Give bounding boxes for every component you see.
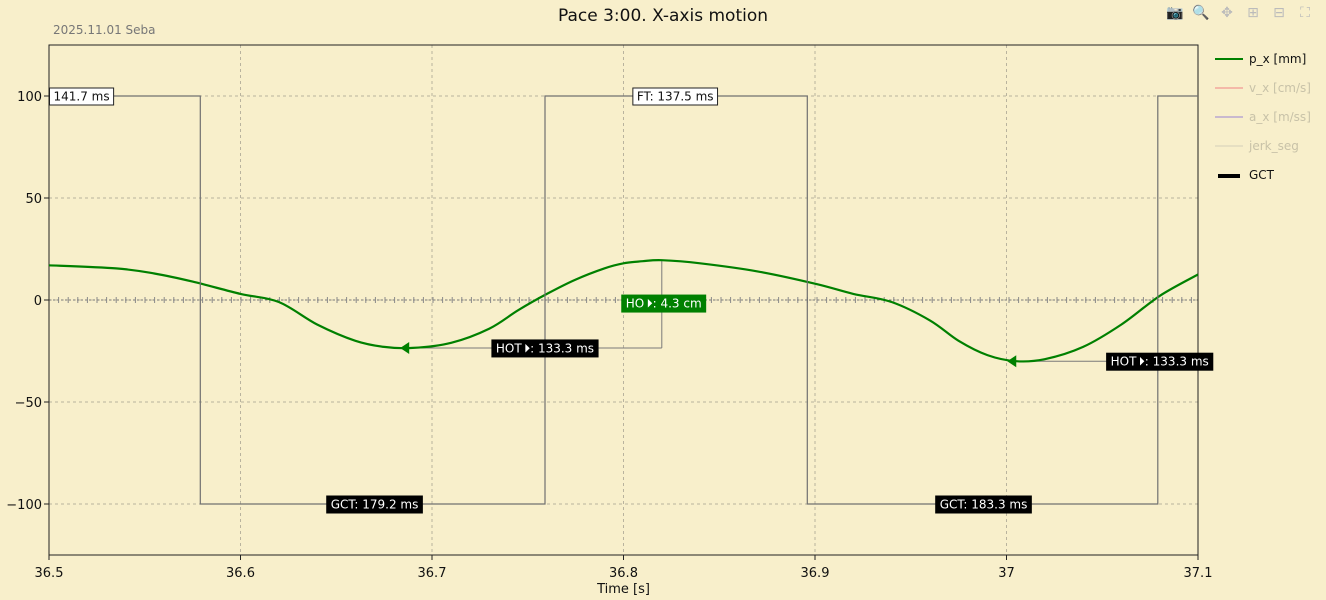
legend-swatch [1215, 145, 1243, 147]
legend-item[interactable]: GCT [1208, 166, 1326, 195]
camera-icon[interactable]: 📷 [1166, 5, 1184, 21]
annotation-box [632, 87, 719, 106]
annotation-text: GCT: 183.3 ms [940, 498, 1028, 512]
annotation-label: 141.7 ms [49, 87, 115, 106]
annotation-box [935, 495, 1032, 514]
px-series-line [49, 259, 1198, 363]
autoscale-icon[interactable]: ⛶ [1300, 5, 1310, 21]
annotation-label: HO ⏵: 4.3 cm [621, 294, 707, 313]
annotation-label: GCT: 179.2 ms [326, 495, 423, 514]
legend-swatch [1215, 116, 1243, 118]
x-tick-label: 37 [998, 566, 1015, 581]
annotation-box [326, 495, 423, 514]
x-axis-label: Time [s] [596, 582, 650, 597]
modebar: 📷 🔍 ✥ ⊞ ⊟ ⛶ [1166, 4, 1314, 22]
pan-icon[interactable]: ✥ [1221, 5, 1233, 21]
legend-label: v_x [cm/s] [1249, 81, 1311, 95]
legend-label: p_x [mm] [1249, 52, 1307, 66]
y-tick-label: −50 [15, 396, 42, 411]
annotation-text: HOT ⏵: 133.3 ms [496, 341, 594, 355]
legend-item[interactable]: p_x [mm] [1208, 50, 1326, 79]
y-tick-label: −100 [6, 498, 42, 513]
x-tick-label: 36.8 [609, 566, 638, 581]
legend-label: a_x [m/ss] [1249, 110, 1311, 124]
annotation-label: HOT ⏵: 133.3 ms [1106, 352, 1214, 371]
x-tick-label: 36.6 [226, 566, 255, 581]
hot-marker [1007, 355, 1017, 368]
annotation-text: FT: 137.5 ms [637, 90, 714, 104]
annotation-text: 141.7 ms [54, 90, 110, 104]
legend-item[interactable]: v_x [cm/s] [1208, 79, 1326, 108]
annotation-label: GCT: 183.3 ms [935, 495, 1032, 514]
x-tick-label: 36.9 [801, 566, 830, 581]
y-tick-label: 0 [34, 294, 42, 309]
legend-swatch [1215, 58, 1243, 60]
legend-item[interactable]: a_x [m/ss] [1208, 108, 1326, 137]
annotation-box [491, 339, 599, 358]
annotation-label: HOT ⏵: 133.3 ms [491, 339, 599, 358]
chart-title: Pace 3:00. X-axis motion [557, 6, 769, 26]
y-tick-label: 50 [25, 192, 42, 207]
chart-subtitle: 2025.11.01 Seba [53, 23, 156, 37]
legend-item[interactable]: jerk_seg [1208, 137, 1326, 166]
annotation-box [621, 294, 707, 313]
zoom-in-icon[interactable]: ⊞ [1247, 5, 1259, 21]
legend-swatch [1218, 174, 1240, 178]
hot-marker [400, 341, 410, 354]
legend: p_x [mm] v_x [cm/s] a_x [m/ss] jerk_seg GCT [1208, 50, 1326, 195]
annotation-text: GCT: 179.2 ms [331, 498, 419, 512]
y-tick-label: 100 [17, 90, 42, 105]
annotation-box [1106, 352, 1214, 371]
legend-label: GCT [1249, 168, 1275, 182]
zoom-out-icon[interactable]: ⊟ [1273, 5, 1285, 21]
x-tick-label: 36.5 [35, 566, 64, 581]
annotation-text: HOT ⏵: 133.3 ms [1111, 355, 1209, 369]
annotation-label: FT: 137.5 ms [632, 87, 719, 106]
annotation-box [49, 87, 115, 106]
legend-swatch [1215, 87, 1243, 89]
annotation-text: HO ⏵: 4.3 cm [626, 297, 702, 311]
x-tick-label: 37.1 [1184, 566, 1213, 581]
x-tick-label: 36.7 [418, 566, 447, 581]
zoom-icon[interactable]: 🔍 [1192, 5, 1210, 21]
legend-label: jerk_seg [1249, 139, 1299, 153]
